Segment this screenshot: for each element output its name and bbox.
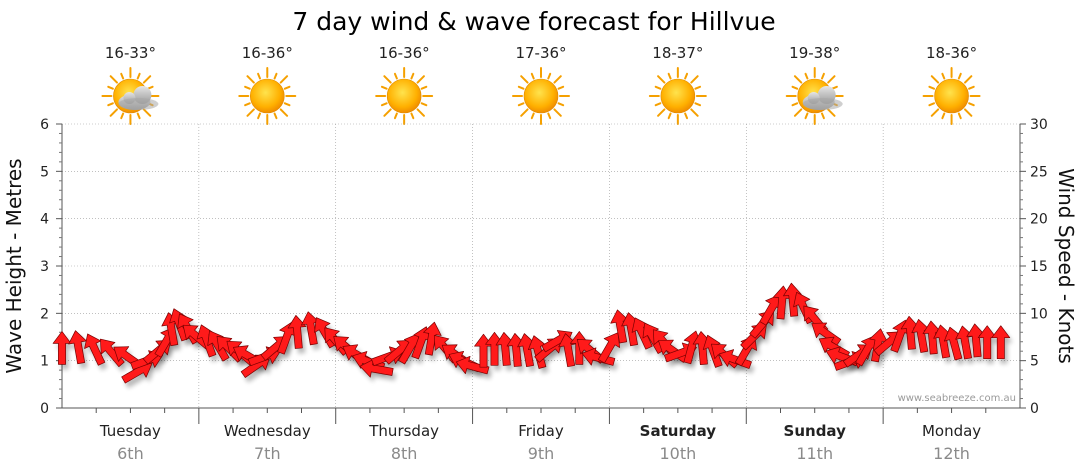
temperature-row: 16-33° 16-36° 16-36° 17-36° 18-37° 19-38° 18-3… (105, 44, 977, 62)
day-date-label: 8th (391, 444, 418, 463)
sun-icon (648, 67, 707, 125)
y-left-tick-label: 1 (40, 354, 49, 370)
y-right-tick-label: 20 (1030, 212, 1048, 228)
day-name-label: Wednesday (224, 422, 311, 440)
y-left-tick-label: 2 (40, 306, 49, 322)
weather-icons (101, 67, 981, 125)
wind-arrow (977, 325, 997, 360)
temperature-label: 16-33° (105, 44, 156, 62)
y-left-tick-label: 0 (40, 401, 49, 417)
wind-arrow (610, 309, 629, 344)
y-left-tick-label: 3 (40, 259, 49, 275)
wind-arrow (423, 321, 442, 356)
day-name-label: Monday (922, 422, 981, 440)
wind-arrow (84, 333, 106, 366)
y-left-tick-label: 4 (40, 212, 49, 228)
day-name-label: Thursday (368, 422, 439, 440)
temperature-label: 16-36° (242, 44, 293, 62)
wind-arrow (900, 315, 920, 350)
wind-arrow (301, 311, 320, 346)
day-name-label: Sunday (784, 422, 847, 440)
y-right-tick-label: 15 (1030, 259, 1048, 275)
day-name-label: Saturday (640, 422, 717, 440)
temperature-label: 18-36° (926, 44, 977, 62)
y-right-tick-label: 5 (1030, 354, 1039, 370)
partly-cloudy-icon (785, 67, 844, 125)
wind-arrow (631, 317, 653, 350)
day-date-label: 10th (659, 444, 696, 463)
temperature-label: 18-37° (652, 44, 703, 62)
day-name-label: Friday (518, 422, 564, 440)
y-left-ticks: 0 1 2 3 4 5 6 (40, 117, 62, 417)
wind-arrow (933, 324, 952, 359)
chart-title: 7 day wind & wave forecast for Hillvue (292, 7, 775, 36)
y-right-tick-label: 30 (1030, 117, 1048, 133)
sun-icon (238, 67, 297, 125)
grid-lines (62, 123, 1020, 424)
partly-cloudy-icon (101, 67, 160, 125)
wind-arrows (52, 282, 1011, 384)
day-date-label: 7th (254, 444, 281, 463)
temperature-label: 19-38° (789, 44, 840, 62)
sun-icon (375, 67, 434, 125)
wind-arrow (783, 282, 802, 317)
wind-arrow (517, 333, 536, 368)
x-minor-ticks (95, 408, 987, 413)
wind-arrow (869, 328, 888, 363)
y-right-tick-label: 0 (1030, 401, 1039, 417)
wind-arrow (287, 315, 307, 349)
wind-arrow (52, 331, 72, 365)
wind-arrow (922, 320, 942, 355)
y-left-tick-label: 6 (40, 117, 49, 133)
wind-arrow (495, 332, 515, 366)
wind-arrow (581, 347, 616, 366)
y-right-tick-label: 25 (1030, 164, 1048, 180)
wind-arrow (359, 359, 394, 378)
y-left-tick-label: 5 (40, 164, 49, 180)
day-date-label: 6th (117, 444, 144, 463)
day-date-label: 12th (933, 444, 970, 463)
y-right-tick-label: 10 (1030, 306, 1048, 322)
day-date-label: 11th (796, 444, 833, 463)
wind-arrow (718, 349, 752, 369)
y-right-axis-title: Wind Speed - Knots (1054, 168, 1078, 364)
watermark: www.seabreeze.com.au (898, 393, 1016, 404)
day-date-label: 9th (528, 444, 555, 463)
wind-arrow (911, 319, 930, 353)
y-left-axis-title: Wave Height - Metres (2, 158, 26, 373)
temperature-label: 16-36° (379, 44, 430, 62)
y-right-ticks: 0 5 10 15 20 25 30 (1020, 117, 1048, 417)
wind-arrow (68, 330, 87, 365)
wind-arrow (991, 325, 1011, 360)
day-name-label: Tuesday (99, 422, 161, 440)
day-labels: Tuesday 6th Wednesday 7th Thursday 8th Friday 9… (99, 422, 981, 463)
sun-icon (512, 67, 570, 125)
temperature-label: 17-36° (515, 44, 566, 62)
sun-icon (922, 67, 981, 125)
wind-arrow (811, 322, 842, 346)
wind-arrow (966, 323, 986, 358)
